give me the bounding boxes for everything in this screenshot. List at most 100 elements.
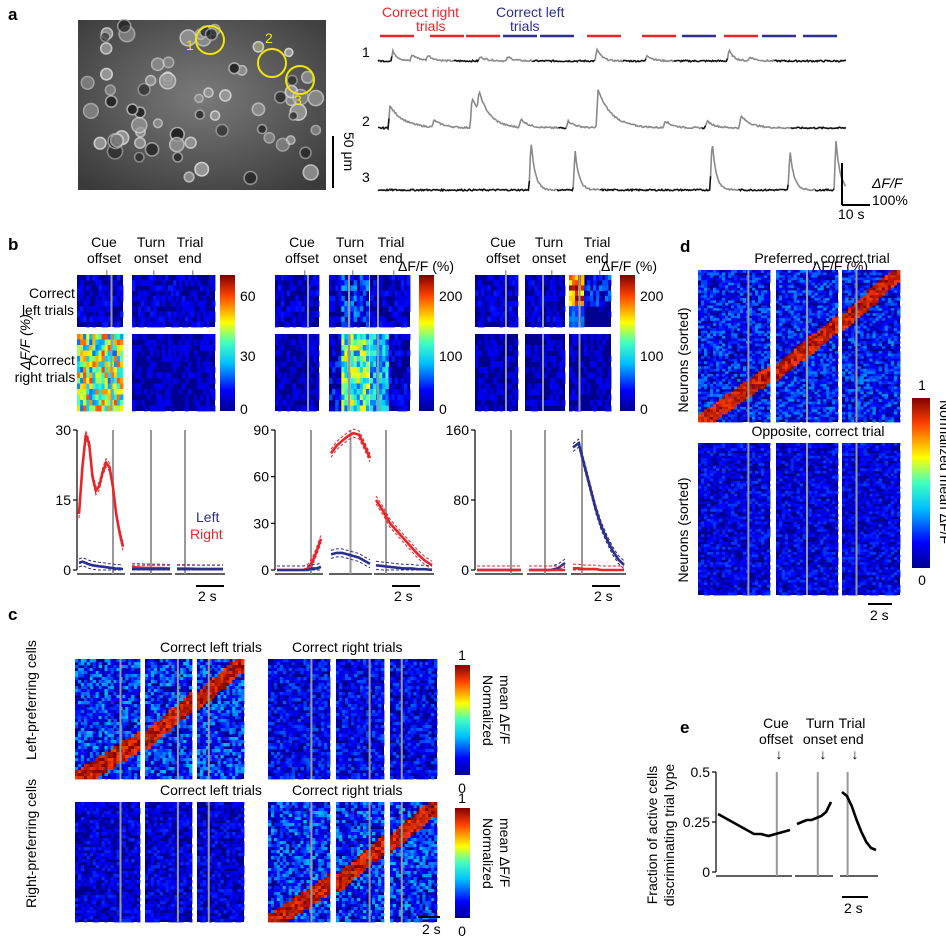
b-heatmap-right-cell bbox=[344, 350, 348, 357]
c-heatmap-left-pref-right-cell bbox=[342, 722, 346, 726]
c-heatmap-left-pref-left-cell bbox=[137, 659, 141, 663]
c-heatmap-left-pref-left-cell bbox=[232, 758, 236, 762]
b-heatmap-left-cell bbox=[572, 295, 576, 302]
b-heatmap-right-cell bbox=[77, 345, 81, 351]
b-heatmap-left-cell bbox=[359, 295, 364, 302]
c-heatmap-left-pref-left-cell bbox=[156, 677, 161, 681]
b-heatmap-left-cell bbox=[162, 301, 166, 307]
c-heatmap-left-pref-right-cell bbox=[354, 728, 358, 732]
c-heatmap-left-pref-left-cell bbox=[113, 758, 117, 762]
c-heatmap-left-pref-right-cell bbox=[378, 761, 382, 765]
b-heatmap-left-cell bbox=[295, 301, 299, 307]
c-heatmap-left-pref-left-cell bbox=[153, 689, 158, 693]
c-heatmap-left-pref-left-cell bbox=[134, 692, 138, 696]
b-heatmap-right-cell bbox=[104, 383, 109, 390]
c-heatmap-left-pref-left-cell bbox=[189, 758, 193, 762]
b-heatmap-left-cell bbox=[316, 301, 320, 307]
b-heatmap-right-cell bbox=[156, 405, 160, 412]
c-heatmap-left-pref-right-cell bbox=[288, 695, 293, 699]
b-heatmap-right-cell bbox=[478, 350, 482, 357]
c-heatmap-left-pref-left-cell bbox=[197, 752, 201, 756]
c-heatmap-left-pref-left-cell bbox=[116, 770, 120, 774]
c-heatmap-left-pref-left-cell bbox=[104, 749, 108, 753]
c-heatmap-left-pref-left-cell bbox=[226, 764, 230, 768]
b-heatmap-left-cell bbox=[475, 301, 479, 307]
b-heatmap-right-cell bbox=[335, 400, 339, 406]
c-heatmap-left-pref-right-cell bbox=[381, 719, 385, 723]
cell-body bbox=[307, 89, 325, 107]
b-heatmap-left-cell bbox=[141, 316, 145, 323]
c-heatmap-left-pref-left-cell bbox=[171, 725, 175, 729]
c-heatmap-left-pref-right-cell bbox=[372, 746, 376, 750]
c-heatmap-left-pref-left-cell bbox=[78, 680, 82, 684]
b-heatmap-right-cell bbox=[138, 389, 142, 395]
c-heatmap-left-pref-left-cell bbox=[104, 710, 108, 714]
c-heatmap-left-pref-left-cell bbox=[223, 677, 227, 681]
b-heatmap-left-cell bbox=[496, 285, 500, 291]
c-heatmap-left-pref-left-cell bbox=[83, 689, 88, 693]
marker-label: end bbox=[178, 250, 201, 266]
c-heatmap-left-pref-right-cell bbox=[312, 689, 316, 693]
c-heatmap-left-pref-right-cell bbox=[378, 662, 382, 666]
b-heatmap-right-cell bbox=[283, 372, 288, 379]
c-heatmap-left-pref-right-cell bbox=[348, 761, 352, 765]
c-heatmap-left-pref-left-cell bbox=[153, 686, 158, 690]
c-heatmap-left-pref-left-cell bbox=[89, 716, 94, 720]
b-heatmap-left-cell bbox=[144, 306, 148, 312]
c-heatmap-left-pref-left-cell bbox=[186, 770, 190, 774]
c-heatmap-left-pref-left-cell bbox=[89, 776, 94, 780]
b-heatmap-left-cell bbox=[292, 316, 296, 323]
c-heatmap-left-pref-left-cell bbox=[214, 683, 218, 687]
c-heatmap-left-pref-right-cell bbox=[303, 740, 307, 744]
b-heatmap-right-cell bbox=[185, 400, 189, 406]
c-heatmap-left-pref-left-cell bbox=[153, 665, 158, 669]
b-heatmap-left-cell bbox=[95, 295, 99, 302]
b-heatmap-right-cell bbox=[301, 345, 305, 351]
b-heatmap-right-cell bbox=[162, 334, 166, 340]
b-heatmap-right-cell bbox=[168, 356, 172, 362]
b-heatmap-right-cell bbox=[499, 345, 504, 351]
c-heatmap-left-pref-right-cell bbox=[425, 677, 429, 681]
c-heatmap-left-pref-right-cell bbox=[348, 737, 352, 741]
c-heatmap-left-pref-left-cell bbox=[220, 737, 224, 741]
c-heatmap-left-pref-left-cell bbox=[153, 764, 158, 768]
b-heatmap-left-cell bbox=[365, 285, 370, 291]
c-col-left-top: Correct left trials bbox=[160, 639, 262, 655]
b-heatmap-left-cell bbox=[107, 301, 112, 307]
b-heatmap-right-cell bbox=[203, 383, 207, 390]
b-heatmap-left-cell bbox=[280, 311, 285, 317]
c-heatmap-left-pref-left-cell bbox=[235, 659, 239, 663]
c-heatmap-left-pref-left-cell bbox=[104, 722, 108, 726]
b-heatmap-left-cell bbox=[138, 280, 142, 286]
c-heatmap-left-pref-left-cell bbox=[122, 764, 126, 768]
b-heatmap-right-cell bbox=[356, 405, 361, 412]
c-heatmap-left-pref-left-cell bbox=[241, 662, 245, 666]
c-heatmap-left-pref-right-cell bbox=[303, 725, 307, 729]
c-heatmap-left-pref-right-cell bbox=[363, 689, 367, 693]
c-heatmap-left-pref-left-cell bbox=[153, 743, 158, 747]
c-heatmap-left-pref-left-cell bbox=[122, 767, 126, 771]
b-heatmap-left-cell bbox=[546, 311, 550, 317]
b-heatmap-left-cell bbox=[481, 321, 485, 328]
c-heatmap-left-pref-left-cell bbox=[95, 722, 100, 726]
c-heatmap-left-pref-left-cell bbox=[101, 725, 105, 729]
c-heatmap-left-pref-left-cell bbox=[147, 686, 152, 690]
c-heatmap-left-pref-right-cell bbox=[321, 767, 325, 771]
b-heatmap-right-cell bbox=[365, 345, 370, 351]
c-heatmap-left-pref-right-cell bbox=[342, 710, 346, 714]
cell-body bbox=[162, 56, 175, 69]
c-heatmap-left-pref-left-cell bbox=[80, 773, 85, 777]
b-heatmap-left-cell bbox=[514, 275, 519, 281]
c-heatmap-left-pref-right-cell bbox=[303, 758, 307, 762]
b-heatmap-right-cell bbox=[277, 345, 282, 351]
c-heatmap-left-pref-left-cell bbox=[95, 755, 100, 759]
c-heatmap-left-pref-left-cell bbox=[214, 659, 218, 663]
c-heatmap-left-pref-right-cell bbox=[321, 758, 325, 762]
b-heatmap-left-cell bbox=[141, 311, 145, 317]
c-heatmap-left-pref-left-cell bbox=[223, 722, 227, 726]
c-heatmap-left-pref-right-cell bbox=[288, 710, 293, 714]
b-heatmap-left-cell bbox=[599, 306, 603, 312]
c-heatmap-left-pref-left-cell bbox=[80, 728, 85, 732]
c-heatmap-left-pref-left-cell bbox=[232, 689, 236, 693]
c-heatmap-left-pref-left-cell bbox=[226, 713, 230, 717]
